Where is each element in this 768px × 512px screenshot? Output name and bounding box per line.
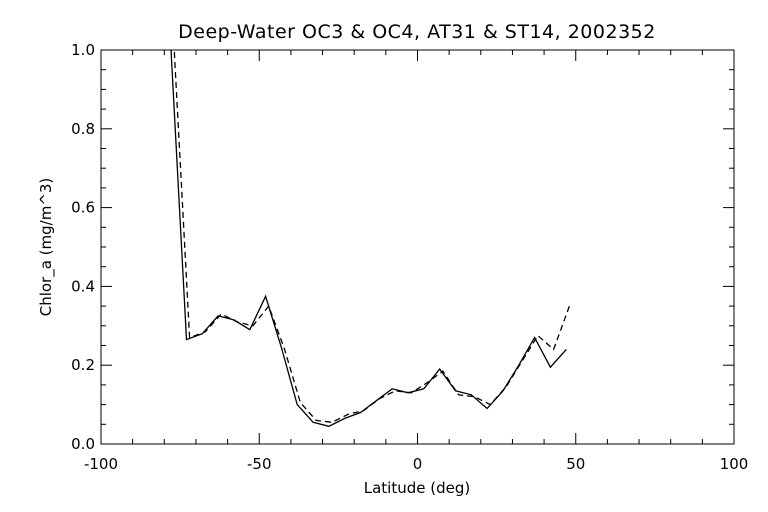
- series-group: [170, 50, 571, 427]
- y-axis-label: Chlor_a (mg/m^3): [37, 178, 56, 317]
- y-tick-label: 0.4: [71, 277, 95, 295]
- plot-frame: [100, 49, 735, 445]
- y-tick-label: 0.6: [71, 199, 95, 217]
- y-tick-label: 1.0: [71, 41, 95, 59]
- chart-title: Deep-Water OC3 & OC4, AT31 & ST14, 20023…: [178, 21, 656, 43]
- x-tick-label: 50: [566, 455, 585, 473]
- y-tick-label: 0.0: [71, 435, 95, 453]
- x-tick-label: -100: [84, 455, 118, 473]
- series-line-dashed: [173, 50, 571, 423]
- x-axis-label: Latitude (deg): [364, 479, 470, 497]
- x-tick-labels: -100 -50 0 50 100: [84, 455, 748, 473]
- y-tick-label: 0.8: [71, 120, 95, 138]
- y-tick-label: 0.2: [71, 356, 95, 374]
- axis-ticks: [100, 49, 735, 445]
- x-tick-label: 100: [720, 455, 749, 473]
- x-tick-label: -50: [247, 455, 272, 473]
- series-line-solid: [170, 50, 567, 427]
- x-tick-label: 0: [413, 455, 423, 473]
- y-tick-labels: 0.0 0.2 0.4 0.6 0.8 1.0: [71, 41, 95, 453]
